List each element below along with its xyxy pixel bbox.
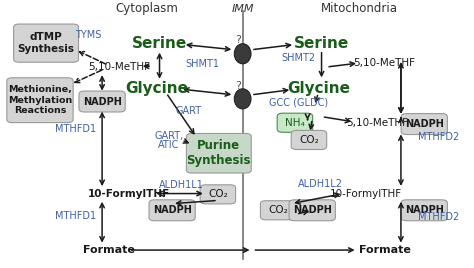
Ellipse shape: [234, 89, 251, 109]
Text: MTHFD1: MTHFD1: [55, 211, 96, 221]
FancyBboxPatch shape: [401, 114, 447, 135]
Text: 5,10-MeTHF: 5,10-MeTHF: [88, 62, 150, 72]
FancyBboxPatch shape: [289, 200, 335, 221]
Text: Serine: Serine: [294, 36, 349, 51]
Text: MTHFD2: MTHFD2: [418, 212, 459, 222]
Text: Glycine: Glycine: [125, 81, 188, 96]
Text: MTHFD2: MTHFD2: [418, 132, 459, 142]
Text: IMM: IMM: [231, 4, 254, 14]
Text: NADPH: NADPH: [82, 96, 121, 106]
FancyBboxPatch shape: [277, 113, 313, 132]
Text: NADPH: NADPH: [405, 205, 444, 215]
Text: ALDH1L2: ALDH1L2: [298, 179, 343, 189]
Text: NH₄: NH₄: [285, 118, 305, 128]
Text: NADPH: NADPH: [153, 205, 191, 215]
Text: CO₂: CO₂: [208, 189, 228, 199]
Text: ALDH1L1: ALDH1L1: [159, 180, 204, 190]
Text: NADPH: NADPH: [405, 119, 444, 129]
Text: Formate: Formate: [83, 245, 135, 255]
FancyBboxPatch shape: [79, 91, 125, 112]
Text: SHMT2: SHMT2: [281, 53, 315, 63]
Text: Methionine,
Methylation
Reactions: Methionine, Methylation Reactions: [8, 85, 72, 115]
Text: Glycine: Glycine: [287, 81, 350, 96]
Text: CO₂: CO₂: [299, 135, 319, 145]
Text: ?: ?: [235, 35, 241, 46]
Text: CO₂: CO₂: [268, 205, 288, 215]
Text: MTHFD1: MTHFD1: [55, 124, 96, 134]
Text: 5,10-MeTHF: 5,10-MeTHF: [346, 118, 409, 128]
Text: Purine
Synthesis: Purine Synthesis: [187, 139, 251, 167]
Text: GART,: GART,: [154, 131, 183, 141]
FancyBboxPatch shape: [149, 200, 195, 221]
Text: 5,10-MeTHF: 5,10-MeTHF: [354, 58, 416, 68]
Ellipse shape: [234, 44, 251, 64]
FancyBboxPatch shape: [14, 24, 79, 62]
Text: Cytoplasm: Cytoplasm: [115, 2, 178, 15]
Text: ATIC: ATIC: [158, 140, 180, 150]
FancyBboxPatch shape: [200, 185, 236, 204]
Text: 10-FormylTHF: 10-FormylTHF: [330, 189, 402, 199]
Text: ?: ?: [235, 81, 241, 91]
FancyBboxPatch shape: [7, 78, 73, 122]
Text: Serine: Serine: [132, 36, 187, 51]
Text: SHMT1: SHMT1: [185, 59, 219, 69]
FancyBboxPatch shape: [260, 201, 296, 220]
Text: GCC (GLDC): GCC (GLDC): [269, 98, 328, 108]
Text: GART: GART: [175, 106, 201, 116]
FancyBboxPatch shape: [291, 131, 327, 150]
Text: 10-FormylTHF: 10-FormylTHF: [88, 189, 170, 199]
Text: Formate: Formate: [359, 245, 410, 255]
FancyBboxPatch shape: [186, 133, 251, 173]
Text: TYMS: TYMS: [75, 30, 101, 40]
Text: Mitochondria: Mitochondria: [320, 2, 397, 15]
FancyBboxPatch shape: [401, 200, 447, 221]
Text: dTMP
Synthesis: dTMP Synthesis: [18, 32, 74, 54]
Text: NADPH: NADPH: [293, 205, 332, 215]
